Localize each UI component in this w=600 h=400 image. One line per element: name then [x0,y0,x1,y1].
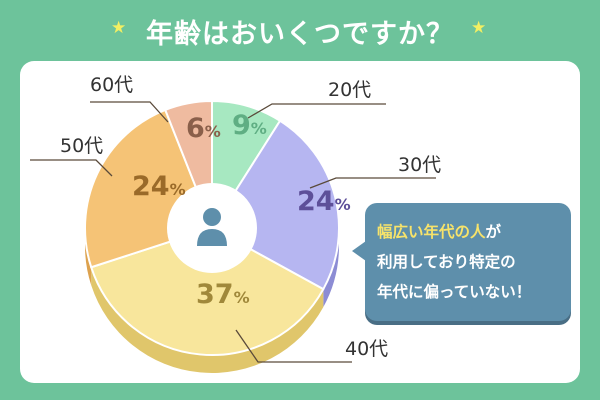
callout-line1-rest: が [485,223,502,241]
callout-bubble: 幅広い年代の人が 利用しており特定の 年代に偏っていない！ [352,203,571,321]
person-icon [203,208,221,226]
pie-slice-1 [210,119,340,291]
pie-slice-2 [89,226,325,356]
category-label-0: 20代 [328,79,371,101]
star-icon: ★ [111,18,127,38]
pct-label-2: 37% [196,279,250,310]
category-label-3: 50代 [60,135,103,157]
person-icon-body [197,229,227,246]
callout-line2: 利用しており特定の [377,253,516,271]
callout-tail [352,241,366,261]
category-label-4: 60代 [90,74,133,96]
pct-label-1: 24% [297,186,351,217]
callout-text: 幅広い年代の人が 利用しており特定の 年代に偏っていない！ [377,217,563,307]
category-label-1: 30代 [398,154,441,176]
pie-side-1 [323,228,339,308]
page-title: 年齢はおいくつですか？ [146,19,454,50]
star-icon: ★ [471,18,487,38]
category-label-2: 40代 [345,338,388,360]
callout-highlight: 幅広い年代の人 [377,223,486,241]
leader-line-1 [309,177,436,189]
leader-line-4 [90,101,169,123]
pie-center [167,183,257,273]
pie-side-2 [91,267,324,374]
leader-line-3 [30,159,113,177]
leader-line-0 [247,103,386,119]
callout-line3: 年代に偏っていない！ [377,283,532,301]
leader-line-2 [235,329,352,363]
